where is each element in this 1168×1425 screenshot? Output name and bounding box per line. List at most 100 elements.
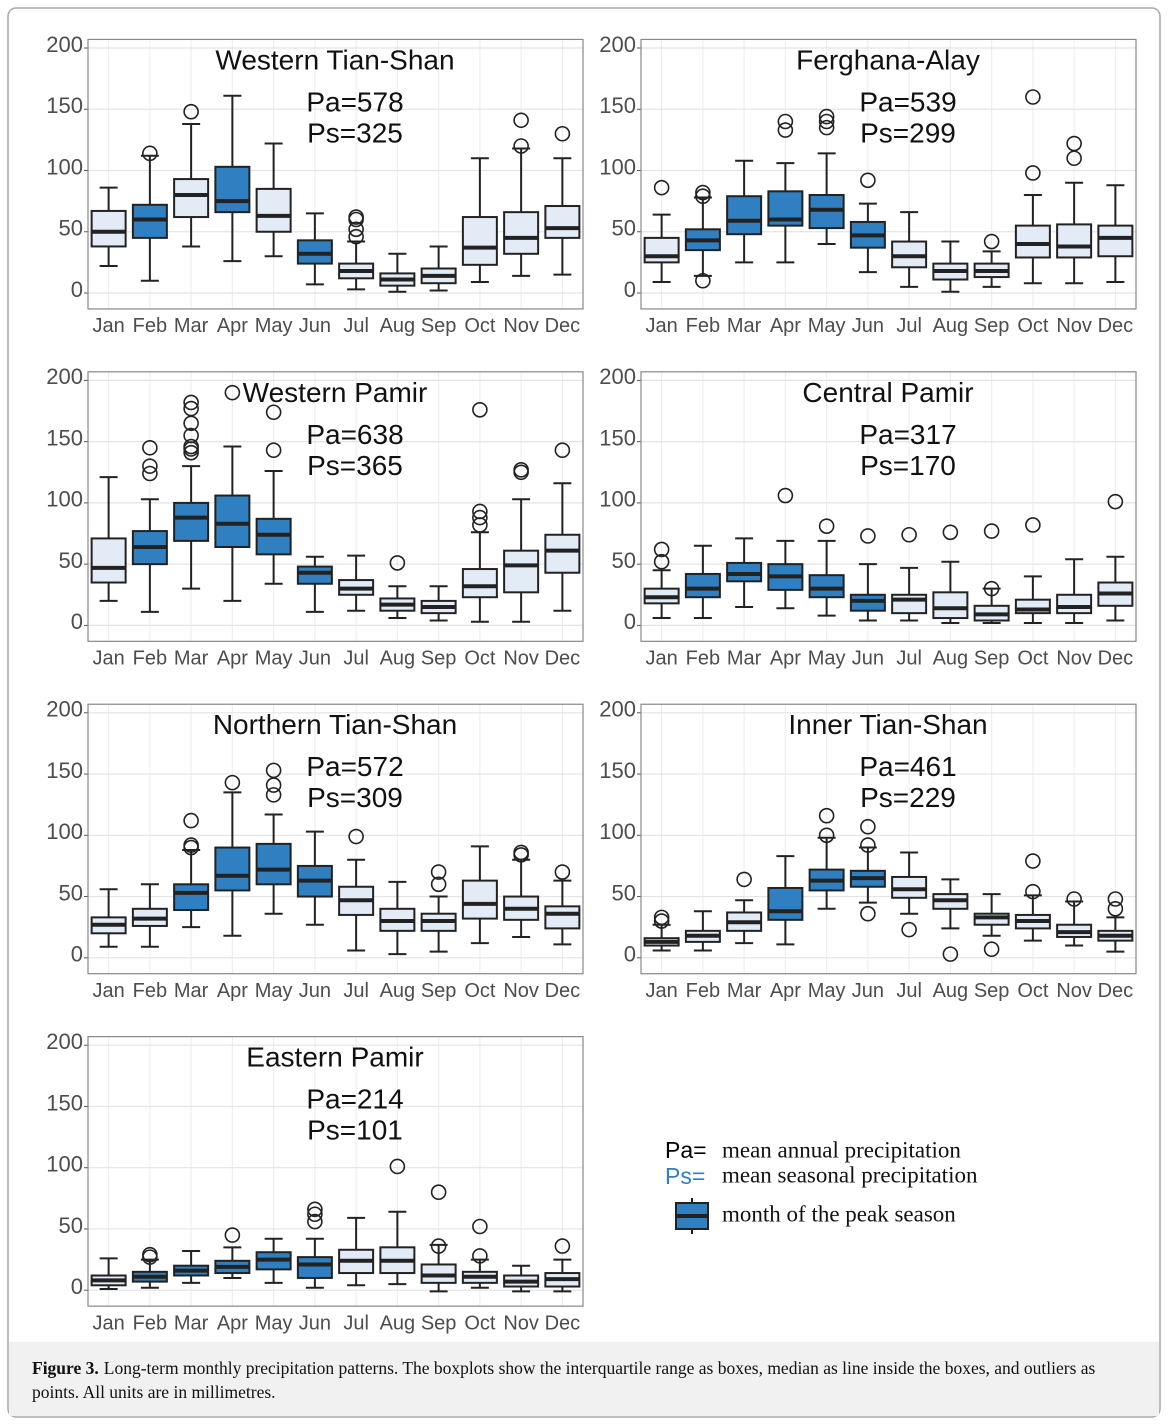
x-tick-label: Mar — [174, 1312, 209, 1334]
outlier — [554, 864, 571, 880]
outlier — [183, 103, 199, 120]
x-tick-label: Apr — [770, 980, 801, 1002]
box — [932, 591, 969, 620]
outlier — [142, 465, 158, 482]
outlier — [265, 442, 282, 459]
outlier — [1025, 165, 1041, 181]
outlier — [265, 787, 282, 803]
outlier — [653, 909, 670, 926]
box — [643, 236, 680, 264]
box — [544, 533, 581, 574]
plot-background — [641, 371, 1136, 642]
outlier — [653, 553, 670, 570]
outlier — [1025, 517, 1041, 533]
legend-pa-label: mean annual precipitation — [722, 1137, 961, 1162]
x-tick-label: Apr — [217, 315, 248, 337]
y-tick-label: 100 — [599, 819, 636, 844]
x-tick-label: Apr — [217, 980, 248, 1002]
box — [891, 593, 928, 615]
y-tick-label: 150 — [599, 93, 636, 118]
pa-annotation: Pa=461 — [859, 751, 956, 782]
ps-annotation: Ps=229 — [860, 782, 956, 813]
box — [173, 501, 210, 542]
outlier — [653, 179, 670, 196]
outlier — [1107, 900, 1124, 917]
outlier — [389, 1158, 406, 1175]
x-tick-label: Jan — [646, 980, 678, 1002]
x-tick-label: Nov — [1056, 648, 1092, 670]
caption-text: Long-term monthly precipitation patterns… — [32, 1358, 1096, 1402]
panel: 0 50 100 150 200 Western Tian-Shan Pa=578Ps=32… — [46, 32, 584, 337]
x-tick-label: May — [255, 980, 293, 1002]
pa-annotation: Pa=214 — [306, 1084, 403, 1115]
y-tick-label: 0 — [71, 277, 83, 302]
plot-background — [88, 39, 583, 309]
outlier — [695, 184, 711, 201]
x-tick-label: May — [255, 648, 293, 670]
outlier — [860, 528, 876, 544]
outlier — [554, 442, 571, 459]
y-tick-label: 50 — [59, 1213, 83, 1238]
plot-background — [88, 704, 583, 974]
box — [296, 565, 333, 585]
x-tick-label: Sep — [421, 315, 457, 337]
pa-annotation: Pa=578 — [306, 86, 403, 117]
chart-title: Northern Tian-Shan — [213, 709, 457, 740]
box — [461, 879, 498, 920]
x-tick-label: Dec — [1098, 648, 1134, 670]
outlier — [860, 818, 876, 835]
x-tick-label: Feb — [133, 1312, 167, 1334]
ps-annotation: Ps=325 — [307, 117, 403, 148]
box — [461, 568, 498, 599]
pa-annotation: Pa=539 — [859, 86, 956, 117]
x-tick-label: Sep — [421, 980, 457, 1002]
x-tick-label: Sep — [974, 980, 1010, 1002]
legend-peak-label: month of the peak season — [722, 1201, 956, 1226]
outlier — [265, 404, 282, 421]
box — [214, 846, 251, 892]
plot-frame — [640, 38, 1137, 310]
chart-title: Western Pamir — [243, 377, 428, 408]
outlier — [653, 913, 670, 929]
x-tick-label: Mar — [727, 315, 762, 337]
x-tick-label: Nov — [1056, 980, 1092, 1002]
x-tick-label: Jan — [646, 315, 678, 337]
outlier — [777, 113, 794, 130]
outlier — [818, 113, 835, 130]
x-tick-label: Jan — [93, 315, 125, 337]
x-tick-label: Jul — [896, 315, 922, 337]
outlier — [389, 555, 406, 571]
outlier — [513, 844, 529, 861]
outlier — [653, 541, 670, 558]
outlier — [183, 400, 199, 417]
x-tick-label: Jan — [646, 648, 678, 670]
y-tick-label: 50 — [612, 880, 636, 905]
x-tick-label: Nov — [503, 980, 539, 1002]
caption: Figure 3. Long-term monthly precipitation… — [32, 1356, 1142, 1404]
box — [684, 572, 721, 599]
legend-pa-symbol: Pa= — [665, 1137, 707, 1163]
box — [90, 209, 127, 248]
outlier — [183, 837, 199, 853]
outlier — [983, 523, 1000, 539]
x-tick-label: Nov — [503, 1312, 539, 1334]
box — [1014, 224, 1051, 259]
box — [1097, 224, 1134, 258]
y-tick-label: 0 — [624, 609, 636, 634]
x-tick-label: Aug — [380, 980, 416, 1002]
x-tick-label: Jun — [852, 648, 884, 670]
x-tick-label: Oct — [464, 648, 496, 670]
y-tick-label: 100 — [46, 487, 83, 512]
outlier — [818, 119, 835, 136]
outlier — [777, 122, 794, 138]
x-tick-label: Sep — [421, 1312, 457, 1334]
x-tick-label: Dec — [545, 1312, 581, 1334]
x-tick-label: Jul — [343, 648, 369, 670]
y-tick-label: 50 — [612, 216, 636, 241]
x-tick-label: Mar — [727, 980, 762, 1002]
x-tick-label: May — [808, 315, 846, 337]
outlier — [736, 871, 752, 888]
outlier — [818, 518, 835, 534]
